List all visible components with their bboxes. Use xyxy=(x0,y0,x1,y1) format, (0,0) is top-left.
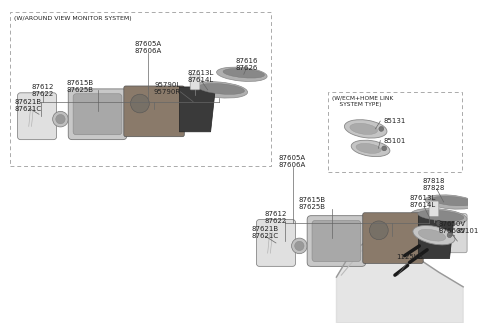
Polygon shape xyxy=(419,214,455,259)
Text: 87613L
87614L: 87613L 87614L xyxy=(188,70,214,83)
Circle shape xyxy=(382,146,387,151)
Text: 85101: 85101 xyxy=(456,228,479,234)
Ellipse shape xyxy=(350,123,378,134)
Text: (W/ECM+HOME LINK
    SYSTEM TYPE): (W/ECM+HOME LINK SYSTEM TYPE) xyxy=(332,96,393,107)
Ellipse shape xyxy=(356,144,381,153)
Ellipse shape xyxy=(425,195,476,209)
Text: 95790L
95790R: 95790L 95790R xyxy=(153,82,180,95)
Ellipse shape xyxy=(418,210,464,221)
Text: 87612
87622: 87612 87622 xyxy=(265,211,287,224)
Ellipse shape xyxy=(410,209,467,225)
Text: 87613L
87614L: 87613L 87614L xyxy=(409,195,435,208)
Text: 87615B
87625B: 87615B 87625B xyxy=(299,197,325,210)
Text: 87605A
87606A: 87605A 87606A xyxy=(134,41,162,54)
Text: 87621B
87621C: 87621B 87621C xyxy=(14,99,42,112)
Text: (W/AROUND VIEW MONITOR SYSTEM): (W/AROUND VIEW MONITOR SYSTEM) xyxy=(13,16,131,21)
Ellipse shape xyxy=(223,69,264,78)
FancyBboxPatch shape xyxy=(363,213,423,264)
Ellipse shape xyxy=(418,229,445,241)
Circle shape xyxy=(370,221,388,240)
Circle shape xyxy=(131,94,149,113)
Text: 87621B
87621C: 87621B 87621C xyxy=(252,226,279,239)
Ellipse shape xyxy=(216,67,267,81)
Circle shape xyxy=(447,233,452,238)
FancyBboxPatch shape xyxy=(429,201,439,217)
Ellipse shape xyxy=(344,120,387,138)
Ellipse shape xyxy=(198,83,244,95)
Circle shape xyxy=(379,127,384,131)
Circle shape xyxy=(295,241,304,250)
FancyBboxPatch shape xyxy=(312,220,361,262)
Text: 87818
87828: 87818 87828 xyxy=(423,178,445,191)
Ellipse shape xyxy=(351,140,390,157)
Polygon shape xyxy=(336,238,463,323)
Circle shape xyxy=(436,220,442,226)
Text: 1125KB: 1125KB xyxy=(396,254,423,260)
Circle shape xyxy=(291,238,307,254)
FancyBboxPatch shape xyxy=(73,94,122,135)
Bar xyxy=(10,12,271,166)
Bar xyxy=(328,92,462,172)
Circle shape xyxy=(53,111,68,127)
FancyBboxPatch shape xyxy=(190,74,200,90)
Text: 85131: 85131 xyxy=(383,118,406,124)
Text: 87605A
87606A: 87605A 87606A xyxy=(279,155,306,168)
FancyBboxPatch shape xyxy=(18,93,57,140)
Text: 87615B
87625B: 87615B 87625B xyxy=(66,80,94,93)
Text: 87612
87622: 87612 87622 xyxy=(32,84,54,97)
Text: 87616
87626: 87616 87626 xyxy=(236,58,258,71)
Ellipse shape xyxy=(432,196,473,206)
FancyBboxPatch shape xyxy=(68,89,127,140)
FancyBboxPatch shape xyxy=(124,86,184,137)
Text: 87650V
87660V: 87650V 87660V xyxy=(439,220,466,233)
FancyBboxPatch shape xyxy=(450,214,467,253)
Text: 85101: 85101 xyxy=(383,138,406,144)
FancyBboxPatch shape xyxy=(307,216,366,267)
Circle shape xyxy=(56,114,65,124)
Polygon shape xyxy=(180,87,216,132)
FancyBboxPatch shape xyxy=(256,219,296,267)
Ellipse shape xyxy=(413,226,455,245)
Ellipse shape xyxy=(191,82,248,98)
